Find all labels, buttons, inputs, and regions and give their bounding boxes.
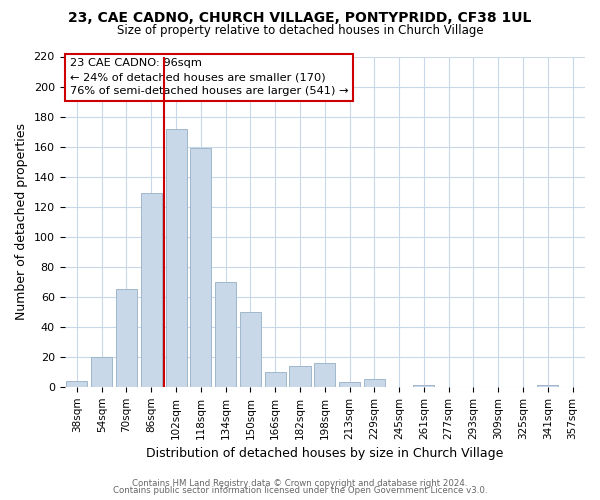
Text: Contains public sector information licensed under the Open Government Licence v3: Contains public sector information licen… (113, 486, 487, 495)
Bar (166, 128, 187, 387)
Bar (190, 148, 211, 387)
Y-axis label: Number of detached properties: Number of detached properties (15, 123, 28, 320)
Bar (265, 372, 286, 387)
Bar (116, 289, 137, 387)
Text: Size of property relative to detached houses in Church Village: Size of property relative to detached ho… (116, 24, 484, 37)
Bar (339, 382, 360, 387)
Bar (240, 312, 261, 387)
Bar (314, 363, 335, 387)
Text: Contains HM Land Registry data © Crown copyright and database right 2024.: Contains HM Land Registry data © Crown c… (132, 478, 468, 488)
Bar (413, 386, 434, 387)
Bar (141, 193, 162, 387)
Text: 23 CAE CADNO: 96sqm
← 24% of detached houses are smaller (170)
76% of semi-detac: 23 CAE CADNO: 96sqm ← 24% of detached ho… (70, 58, 348, 96)
Bar (289, 366, 311, 387)
Bar (537, 386, 559, 387)
Bar (91, 357, 112, 387)
X-axis label: Distribution of detached houses by size in Church Village: Distribution of detached houses by size … (146, 447, 503, 460)
Bar (364, 380, 385, 387)
Bar (215, 282, 236, 387)
Bar (67, 381, 88, 387)
Text: 23, CAE CADNO, CHURCH VILLAGE, PONTYPRIDD, CF38 1UL: 23, CAE CADNO, CHURCH VILLAGE, PONTYPRID… (68, 12, 532, 26)
